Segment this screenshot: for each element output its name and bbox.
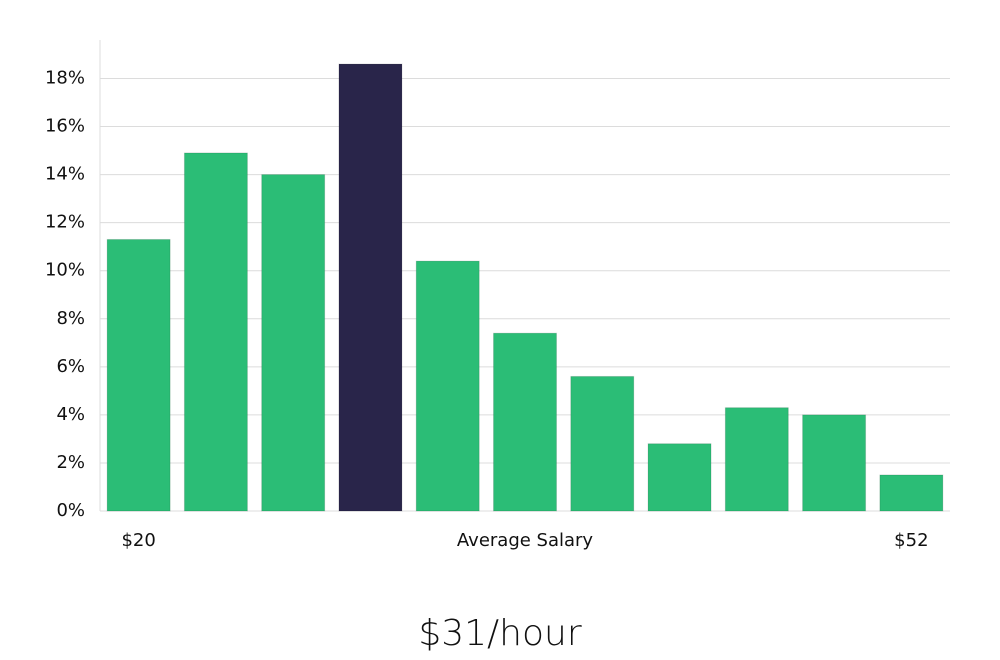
y-tick-label: 18% — [45, 67, 85, 88]
bar — [183, 152, 248, 512]
x-tick-label: $52 — [894, 530, 928, 551]
bar — [261, 174, 326, 512]
y-tick-label: 4% — [56, 404, 85, 425]
x-tick-label: $20 — [121, 530, 155, 551]
bar — [879, 474, 944, 512]
y-tick-label: 2% — [56, 452, 85, 473]
y-tick-label: 0% — [56, 500, 85, 521]
y-tick-label: 6% — [56, 356, 85, 377]
bar — [647, 443, 712, 512]
x-axis-label: Average Salary — [457, 530, 594, 551]
annotation: $31/hour — [418, 613, 582, 654]
bar — [415, 260, 480, 512]
y-tick-label: 10% — [45, 260, 85, 281]
y-tick-label: 12% — [45, 212, 85, 233]
bar — [493, 332, 557, 512]
bar — [724, 407, 789, 512]
y-tick-label: 8% — [56, 308, 85, 329]
bar — [106, 238, 171, 512]
y-tick-label: 14% — [45, 164, 85, 185]
bar — [802, 414, 867, 512]
bar — [570, 375, 635, 512]
bar — [338, 63, 403, 512]
y-tick-label: 16% — [45, 116, 85, 137]
